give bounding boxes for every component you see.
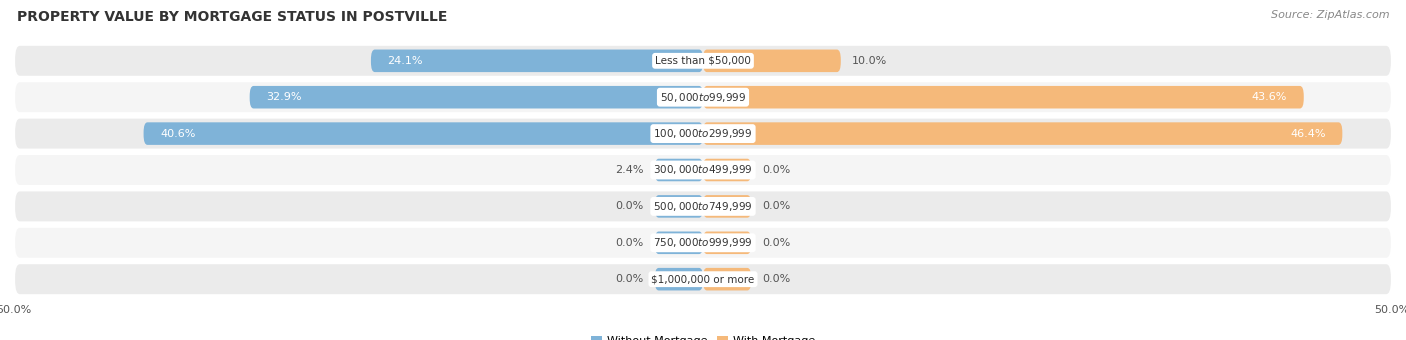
FancyBboxPatch shape: [250, 86, 703, 108]
FancyBboxPatch shape: [14, 81, 1392, 113]
FancyBboxPatch shape: [655, 159, 703, 181]
Text: 46.4%: 46.4%: [1291, 129, 1326, 139]
Text: 0.0%: 0.0%: [762, 165, 790, 175]
Text: 2.4%: 2.4%: [616, 165, 644, 175]
FancyBboxPatch shape: [14, 118, 1392, 150]
FancyBboxPatch shape: [655, 195, 703, 218]
Text: $750,000 to $999,999: $750,000 to $999,999: [654, 236, 752, 249]
Text: Source: ZipAtlas.com: Source: ZipAtlas.com: [1271, 10, 1389, 20]
FancyBboxPatch shape: [703, 50, 841, 72]
Text: 10.0%: 10.0%: [852, 56, 887, 66]
Text: $500,000 to $749,999: $500,000 to $749,999: [654, 200, 752, 213]
FancyBboxPatch shape: [703, 195, 751, 218]
Text: PROPERTY VALUE BY MORTGAGE STATUS IN POSTVILLE: PROPERTY VALUE BY MORTGAGE STATUS IN POS…: [17, 10, 447, 24]
Text: 32.9%: 32.9%: [266, 92, 302, 102]
FancyBboxPatch shape: [703, 86, 1303, 108]
FancyBboxPatch shape: [14, 190, 1392, 222]
Text: $100,000 to $299,999: $100,000 to $299,999: [654, 127, 752, 140]
Text: 0.0%: 0.0%: [762, 238, 790, 248]
Text: 0.0%: 0.0%: [616, 238, 644, 248]
Text: $50,000 to $99,999: $50,000 to $99,999: [659, 91, 747, 104]
Text: $1,000,000 or more: $1,000,000 or more: [651, 274, 755, 284]
FancyBboxPatch shape: [14, 263, 1392, 295]
FancyBboxPatch shape: [14, 45, 1392, 77]
FancyBboxPatch shape: [703, 159, 751, 181]
FancyBboxPatch shape: [14, 154, 1392, 186]
Text: 43.6%: 43.6%: [1251, 92, 1288, 102]
Text: Less than $50,000: Less than $50,000: [655, 56, 751, 66]
FancyBboxPatch shape: [143, 122, 703, 145]
FancyBboxPatch shape: [655, 268, 703, 290]
FancyBboxPatch shape: [703, 268, 751, 290]
FancyBboxPatch shape: [703, 232, 751, 254]
FancyBboxPatch shape: [703, 122, 1343, 145]
Text: 40.6%: 40.6%: [160, 129, 195, 139]
Legend: Without Mortgage, With Mortgage: Without Mortgage, With Mortgage: [586, 331, 820, 340]
Text: 0.0%: 0.0%: [616, 274, 644, 284]
FancyBboxPatch shape: [655, 232, 703, 254]
FancyBboxPatch shape: [371, 50, 703, 72]
Text: $300,000 to $499,999: $300,000 to $499,999: [654, 164, 752, 176]
Text: 0.0%: 0.0%: [762, 201, 790, 211]
Text: 0.0%: 0.0%: [762, 274, 790, 284]
FancyBboxPatch shape: [14, 227, 1392, 259]
Text: 24.1%: 24.1%: [388, 56, 423, 66]
Text: 0.0%: 0.0%: [616, 201, 644, 211]
